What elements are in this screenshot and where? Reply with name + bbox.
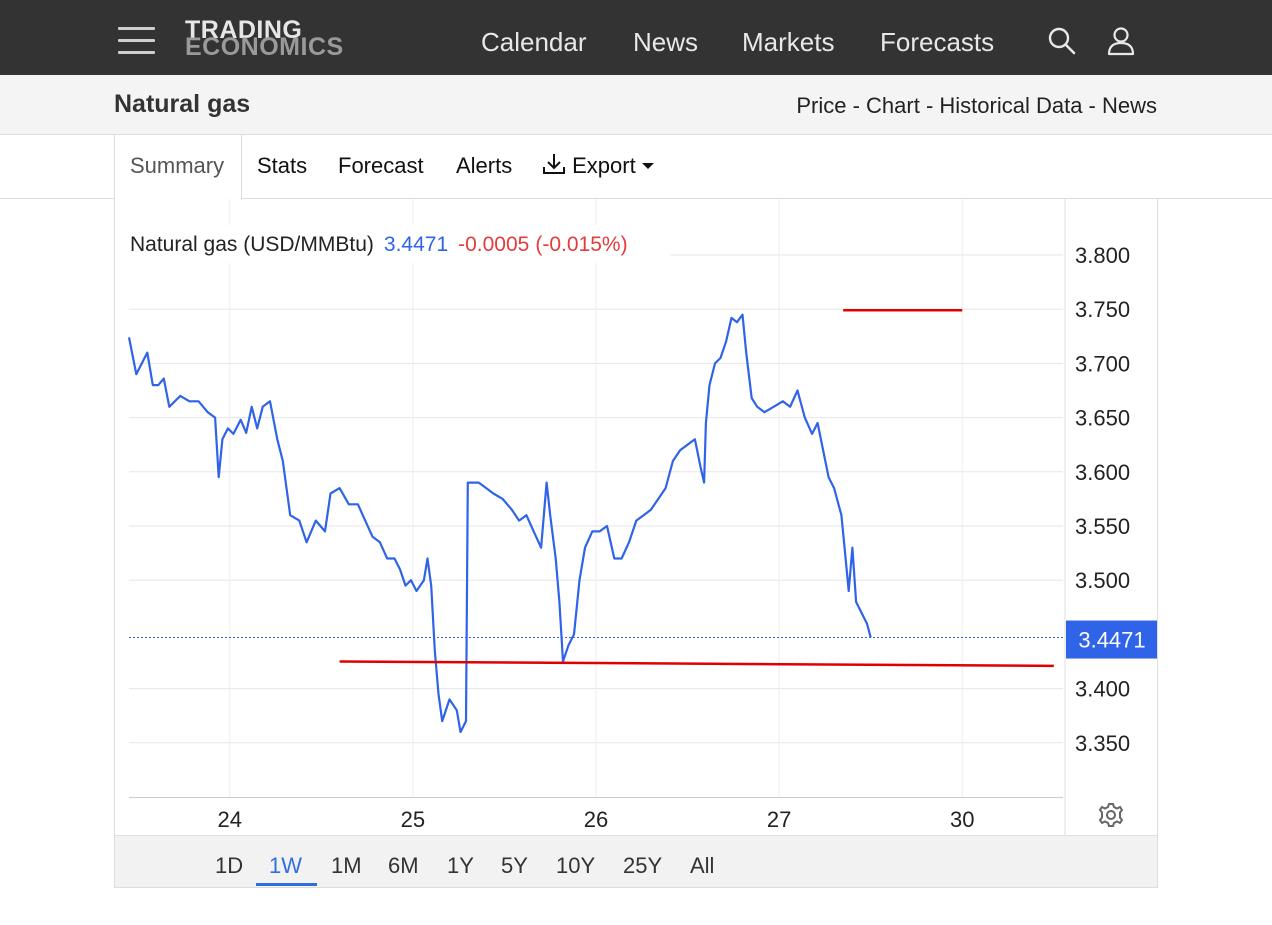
x-tick-label: 24: [217, 807, 241, 832]
menu-icon[interactable]: [118, 27, 155, 55]
tab-summary[interactable]: Summary: [114, 135, 242, 200]
tab-stats[interactable]: Stats: [257, 153, 308, 178]
range-1y[interactable]: 1Y: [447, 853, 474, 878]
range-1w[interactable]: 1W: [269, 853, 302, 878]
y-tick-label: 3.350: [1075, 731, 1130, 756]
chart-tabs: Summary Stats Forecast Alerts Export: [0, 135, 1272, 200]
y-tick-label: 3.700: [1075, 351, 1130, 376]
y-tick-label: 3.550: [1075, 514, 1130, 539]
y-tick-label: 3.600: [1075, 460, 1130, 485]
logo-line-1: TRADING: [185, 16, 303, 44]
top-navbar: TRADING ECONOMICS Calendar News Markets …: [0, 0, 1272, 75]
y-tick-label: 3.500: [1075, 568, 1130, 593]
trendline: [339, 660, 1054, 668]
y-tick-label: 3.750: [1075, 297, 1130, 322]
nav-news[interactable]: News: [633, 27, 699, 57]
y-tick-label: 3.400: [1075, 677, 1130, 702]
range-10y[interactable]: 10Y: [556, 853, 596, 878]
chart-last-value: 3.4471: [384, 233, 448, 256]
download-icon: [543, 154, 565, 174]
tab-export[interactable]: Export: [542, 153, 654, 179]
range-6m[interactable]: 6M: [388, 853, 419, 878]
range-5y[interactable]: 5Y: [501, 853, 528, 878]
last-price-badge: [1066, 620, 1157, 659]
sub-header: Natural gas Price - Chart - Historical D…: [0, 75, 1272, 135]
price-series-line[interactable]: [127, 313, 872, 734]
user-icon[interactable]: [1107, 26, 1135, 56]
x-tick-label: 25: [401, 807, 425, 832]
x-tick-label: 27: [767, 807, 791, 832]
chart-title: Natural gas (USD/MMBtu): [130, 233, 374, 256]
price-chart[interactable]: 3.800 3.750 3.700 3.650 3.600 3.550 3.500 3.400…: [115, 199, 1157, 835]
chart-change: -0.0005: [458, 233, 529, 256]
logo[interactable]: TRADING ECONOMICS: [185, 16, 344, 61]
gear-icon[interactable]: [1097, 801, 1125, 829]
range-25y[interactable]: 25Y: [623, 853, 663, 878]
tab-summary-label: Summary: [130, 153, 225, 178]
active-range-indicator: [256, 883, 317, 886]
chart-header: Natural gas (USD/MMBtu) 3.4471 -0.0005 (-0.…: [130, 233, 628, 256]
nav-calendar[interactable]: Calendar: [481, 27, 587, 57]
range-all[interactable]: All: [690, 853, 715, 878]
caret-down-icon: [641, 163, 654, 169]
nav-forecasts[interactable]: Forecasts: [880, 27, 995, 57]
range-1d[interactable]: 1D: [215, 853, 244, 878]
x-tick-label: 26: [584, 807, 608, 832]
last-price-label: 3.4471: [1078, 628, 1145, 653]
nav-markets[interactable]: Markets: [742, 27, 835, 57]
range-1m[interactable]: 1M: [331, 853, 362, 878]
tab-alerts[interactable]: Alerts: [456, 153, 513, 178]
x-tick-label: 30: [950, 807, 974, 832]
search-icon[interactable]: [1047, 26, 1077, 56]
tab-forecast[interactable]: Forecast: [338, 153, 424, 178]
y-tick-label: 3.800: [1075, 243, 1130, 268]
tab-export-label: Export: [572, 153, 636, 178]
logo-line-2: ECONOMICS: [185, 33, 344, 61]
page-links[interactable]: Price - Chart - Historical Data - News: [796, 93, 1157, 118]
page-title: Natural gas: [114, 90, 251, 118]
chart-header-bg: [125, 225, 670, 263]
y-tick-label: 3.650: [1075, 406, 1130, 431]
range-selector: 1D 1W 1M 6M 1Y 5Y 10Y 25Y All: [115, 835, 1157, 887]
chart-container: 3.800 3.750 3.700 3.650 3.600 3.550 3.500 3.400…: [114, 199, 1158, 888]
chart-change-pct: (-0.015%): [535, 233, 627, 256]
